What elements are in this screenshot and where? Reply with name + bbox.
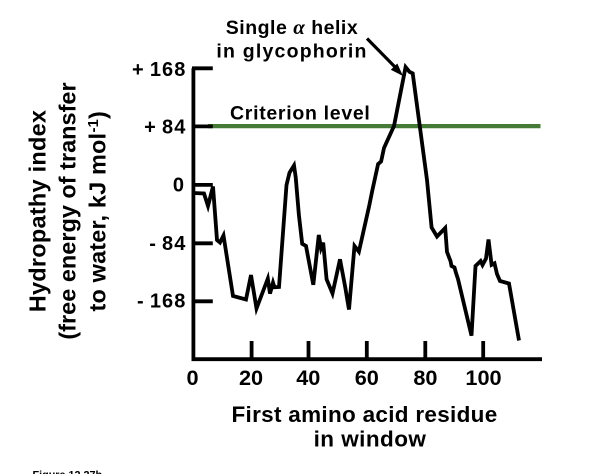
svg-text:60: 60 [355, 365, 379, 390]
svg-text:+ 168: + 168 [132, 59, 187, 81]
svg-text:Figure 12.27b: Figure 12.27b [33, 470, 103, 474]
svg-text:): ) [85, 111, 111, 119]
svg-text:0: 0 [186, 365, 198, 390]
svg-text:Single α helix: Single α helix [226, 15, 358, 39]
svg-text:(free energy of transfer: (free energy of transfer [55, 82, 81, 339]
svg-text:-1: -1 [85, 119, 102, 132]
svg-text:Criterion level: Criterion level [230, 103, 371, 125]
svg-text:- 84: - 84 [149, 233, 186, 255]
svg-text:20: 20 [239, 365, 263, 390]
svg-text:in window: in window [314, 427, 427, 452]
svg-text:First amino acid residue: First amino acid residue [231, 402, 497, 427]
svg-text:80: 80 [413, 365, 437, 390]
svg-text:in glycophorin: in glycophorin [216, 41, 367, 63]
svg-text:- 168: - 168 [137, 291, 187, 313]
svg-text:Hydropathy index: Hydropathy index [25, 110, 51, 312]
svg-text:+ 84: + 84 [144, 117, 186, 139]
svg-text:100: 100 [465, 365, 501, 390]
svg-text:0: 0 [173, 175, 184, 197]
svg-text:to water, kJ mol: to water, kJ mol [85, 133, 111, 312]
svg-text:40: 40 [296, 365, 320, 390]
